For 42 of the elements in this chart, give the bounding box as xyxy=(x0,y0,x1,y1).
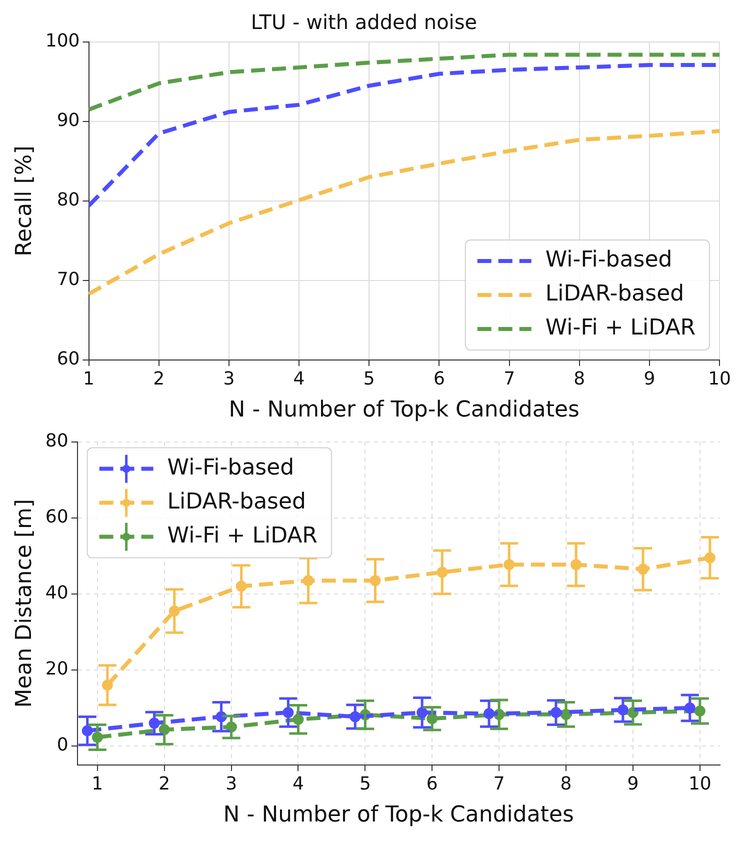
legend-label: Wi-Fi-based xyxy=(167,456,294,481)
legend-label: Wi-Fi + LiDAR xyxy=(545,316,696,341)
legend-label: Wi-Fi + LiDAR xyxy=(167,524,318,549)
y-tick-label: 90 xyxy=(56,110,80,132)
x-tick-label: 1 xyxy=(92,773,104,794)
y-axis-title: Mean Distance [m] xyxy=(12,499,37,708)
y-tick-label: 40 xyxy=(45,582,68,604)
y-tick-label: 60 xyxy=(56,348,80,370)
x-tick-label: 6 xyxy=(426,773,438,794)
x-tick-label: 2 xyxy=(153,368,165,390)
y-tick-label: 20 xyxy=(45,658,68,680)
x-tick-label: 3 xyxy=(223,368,235,390)
legend-label: Wi-Fi-based xyxy=(545,248,672,273)
y-tick-label: 80 xyxy=(45,430,68,452)
y-tick-label: 70 xyxy=(56,269,80,290)
x-axis-title: N - Number of Top-k Candidates xyxy=(228,398,580,423)
chart-title: LTU - with added noise xyxy=(250,10,478,34)
y-tick-label: 60 xyxy=(45,506,68,528)
x-tick-label: 8 xyxy=(560,773,572,794)
x-tick-label: 7 xyxy=(493,773,505,794)
x-tick-label: 7 xyxy=(504,368,516,390)
x-tick-label: 9 xyxy=(644,368,656,390)
x-tick-label: 4 xyxy=(292,773,304,794)
x-tick-label: 3 xyxy=(226,773,238,794)
y-tick-label: 100 xyxy=(45,30,80,52)
x-tick-label: 5 xyxy=(359,773,371,794)
x-tick-label: 6 xyxy=(433,368,445,390)
x-tick-label: 4 xyxy=(293,368,305,390)
x-axis-title: N - Number of Top-k Candidates xyxy=(223,802,574,828)
y-tick-label: 0 xyxy=(56,734,68,756)
y-tick-label: 80 xyxy=(56,190,80,211)
x-tick-label: 8 xyxy=(574,368,586,390)
x-tick-label: 5 xyxy=(363,368,375,390)
x-tick-label: 2 xyxy=(158,773,170,794)
x-tick-label: 10 xyxy=(688,773,712,794)
x-tick-label: 1 xyxy=(83,368,94,390)
y-axis-title: Recall [%] xyxy=(12,146,37,256)
x-tick-label: 10 xyxy=(708,368,731,390)
line-series xyxy=(88,52,720,112)
legend-label: LiDAR-based xyxy=(545,282,684,307)
legend-label: LiDAR-based xyxy=(167,490,306,515)
x-tick-label: 9 xyxy=(627,773,639,794)
